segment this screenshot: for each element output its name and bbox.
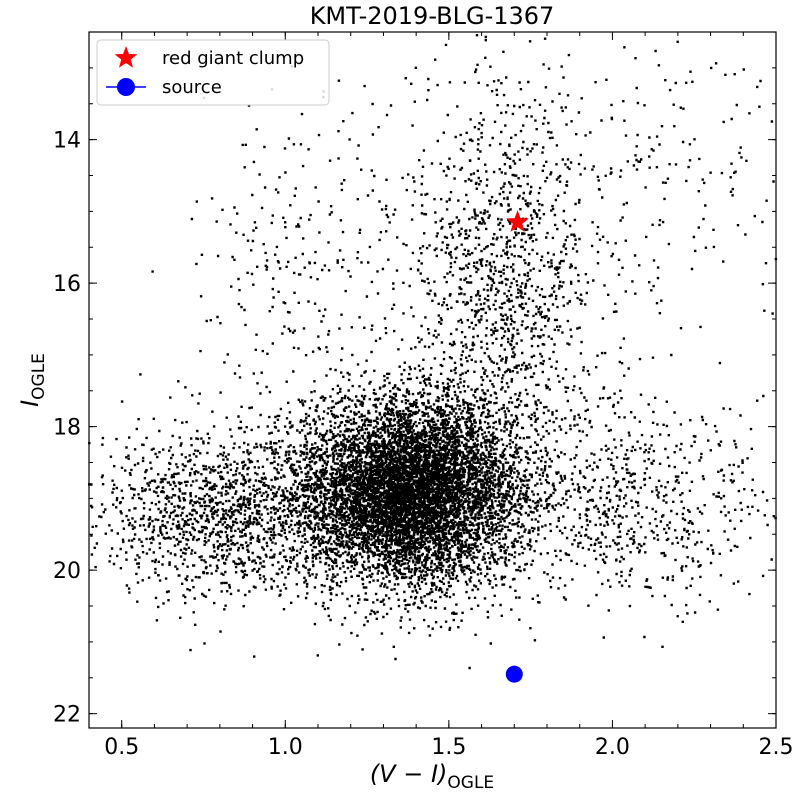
y-axis-label-sub: OGLE [29,353,49,400]
source-point [505,665,523,683]
legend-red-giant-clump-label: red giant clump [162,48,304,69]
x-tick-label: 2.5 [759,735,794,760]
x-tick-label: 0.5 [104,735,139,760]
legend: red giant clump source [96,39,330,106]
y-tick-label: 22 [53,703,81,728]
chart-title: KMT-2019-BLG-1367 [310,2,555,30]
axis-ticks: 0.5 1.0 1.5 2.0 2.5 14 16 18 20 22 [53,32,794,760]
x-tick-label: 1.0 [268,735,303,760]
x-tick-label: 1.5 [431,735,466,760]
y-tick-label: 16 [53,272,81,297]
field-stars [88,34,778,670]
legend-source-label: source [162,77,222,98]
x-axis-label-main: (V − I) [370,760,448,788]
y-axis-label-main: I [16,400,44,407]
field-star-points [88,34,778,670]
y-axis-label: IOGLE [16,353,49,407]
legend-box [96,39,330,106]
x-axis-label: (V − I)OGLE [370,760,494,793]
y-tick-label: 14 [53,129,81,154]
x-tick-label: 2.0 [595,735,630,760]
highlighted-points [505,210,529,683]
y-tick-label: 18 [53,416,81,441]
legend-red-giant-clump-marker [114,46,138,68]
x-axis-label-sub: OGLE [447,773,494,793]
red-giant-clump-point [506,210,529,232]
legend-source-marker [117,78,135,96]
y-tick-label: 20 [53,559,81,584]
plot-frame [88,31,777,729]
